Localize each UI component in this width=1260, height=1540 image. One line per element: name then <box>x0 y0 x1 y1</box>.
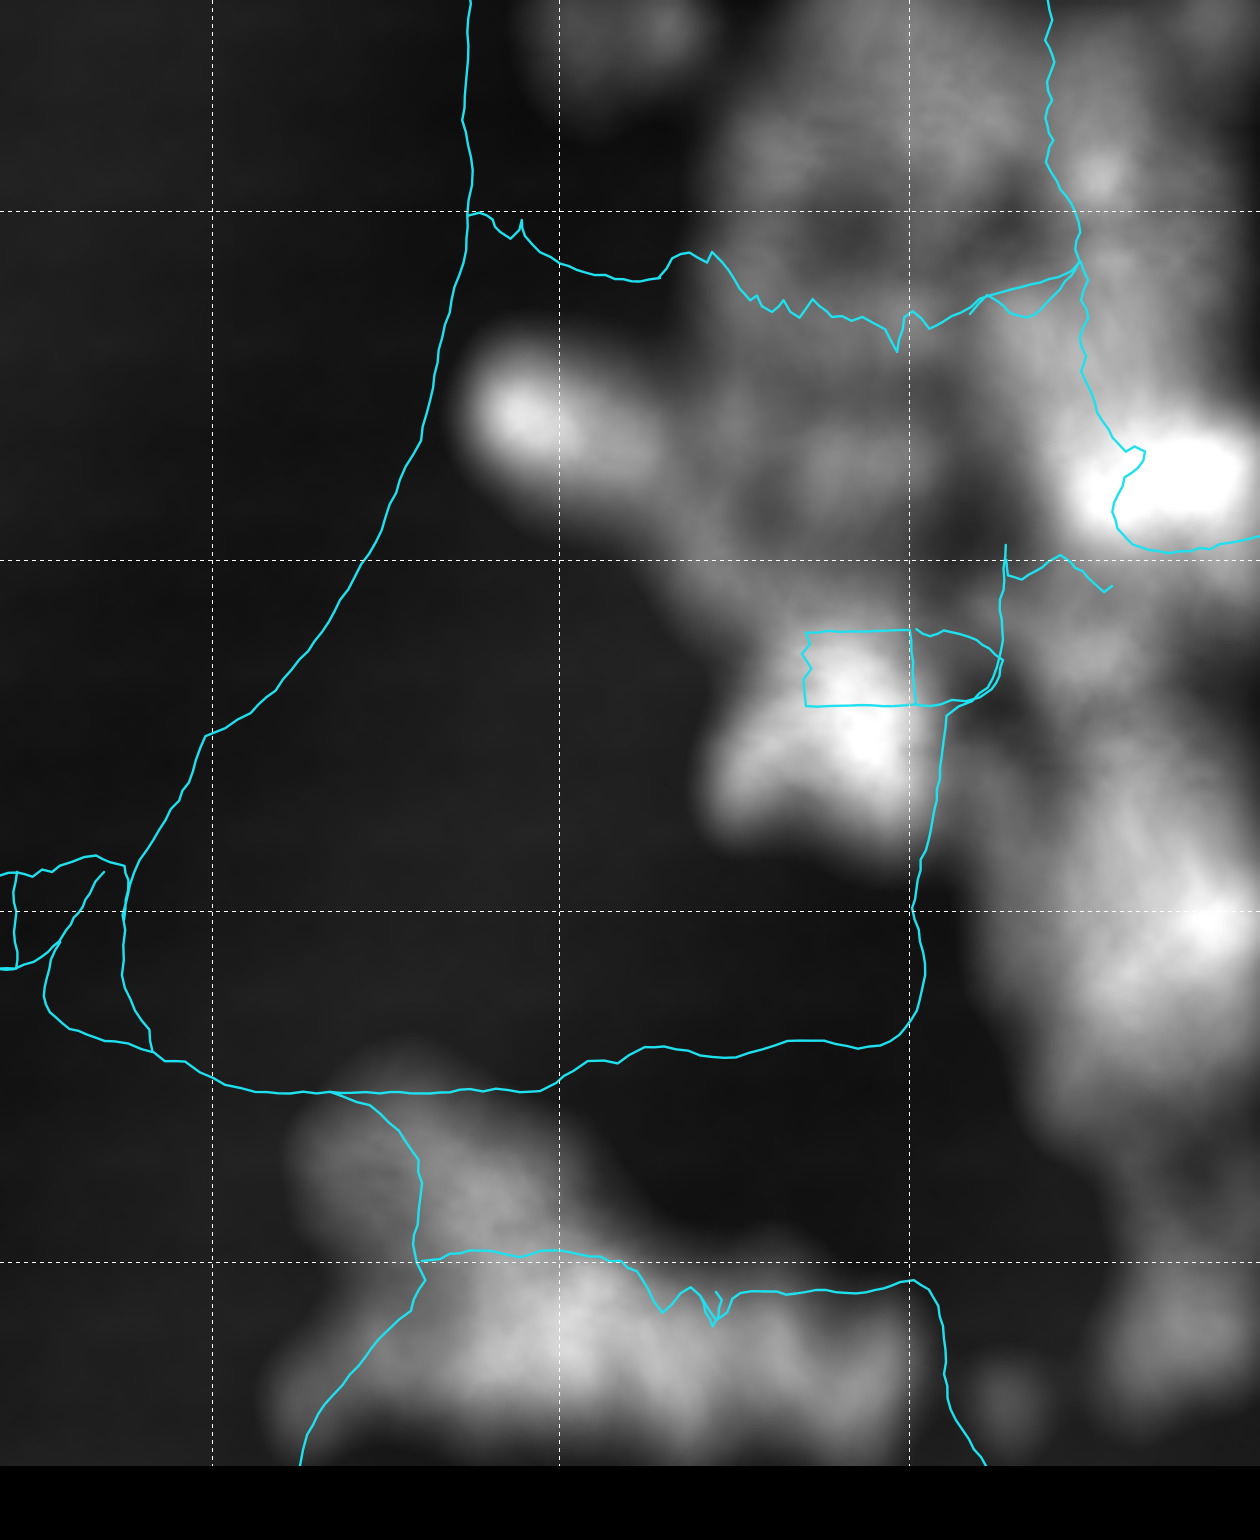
satellite-image-panel[interactable] <box>0 0 1260 1466</box>
caption-bar: GOES-16 Band 10 Brightness Temperature [… <box>0 1466 1260 1540</box>
infrared-brightness-temperature-raster <box>0 0 1260 1466</box>
